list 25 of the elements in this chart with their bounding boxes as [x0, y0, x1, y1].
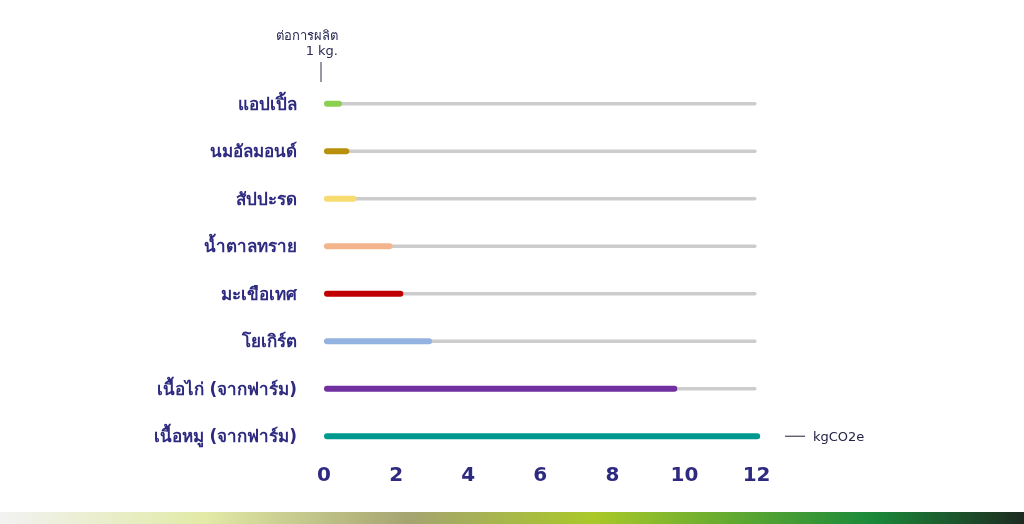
- x-tick-label: 10: [670, 462, 699, 486]
- x-tick-label: 2: [389, 462, 404, 486]
- y-tick-label: เนื้อหมู (จากฟาร์ม): [153, 423, 297, 449]
- bar: [324, 148, 350, 155]
- x-tick-label: 4: [461, 462, 476, 486]
- bar: [324, 195, 357, 202]
- x-tick-label: 12: [742, 462, 771, 486]
- bar: [324, 433, 761, 440]
- bar: [324, 290, 404, 297]
- x-tick-label: 0: [317, 462, 331, 486]
- y-tick-label: นมอัลมอนด์: [210, 141, 297, 162]
- y-tick-label: เนื้อไก่ (จากฟาร์ม): [156, 375, 297, 399]
- text: ต่อการผลิต 1 kg.: [276, 28, 338, 58]
- x-tick-label: 6: [533, 462, 548, 486]
- x-axis-title: kgCO2e: [813, 428, 865, 444]
- bar: [324, 243, 393, 250]
- y-tick-label: สัปปะรด: [236, 188, 297, 209]
- bar: [324, 338, 433, 345]
- bar: [324, 100, 343, 107]
- y-tick-label: มะเขือเทศ: [221, 283, 298, 304]
- bar: [324, 385, 678, 392]
- y-tick-label: แอปเปิ้ล: [238, 90, 297, 114]
- y-tick-label: น้ำตาลทราย: [204, 233, 297, 257]
- x-tick-label: 8: [605, 462, 620, 486]
- y-tick-label: โยเกิร์ต: [241, 331, 297, 352]
